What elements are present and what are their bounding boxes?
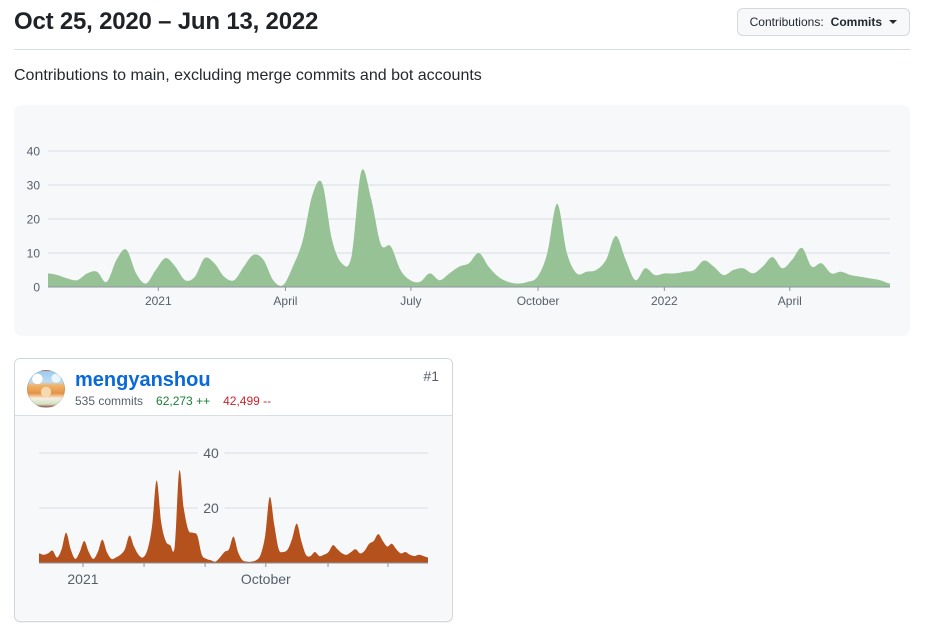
y-tick-label-40: 40	[27, 144, 41, 158]
main-area-series	[48, 169, 890, 287]
chart-description: Contributions to main, excluding merge c…	[14, 67, 482, 84]
contributor-area-series	[39, 470, 428, 563]
contributor-card: mengyanshou 535 commits 62,273 ++ 42,499…	[14, 358, 453, 622]
y-tick-label-20: 20	[27, 212, 41, 226]
contributor-identity: mengyanshou 535 commits 62,273 ++ 42,499…	[75, 369, 271, 409]
filter-prefix-label: Contributions:	[749, 15, 824, 29]
contributor-chart-area: 20 40 2021 October	[15, 416, 452, 620]
header-divider	[14, 49, 910, 50]
page-header: Oct 25, 2020 – Jun 13, 2022 Contribution…	[14, 0, 910, 36]
y-tick-label-0: 0	[33, 280, 40, 294]
y-tick-label-10: 10	[27, 246, 41, 260]
x-tick-label-october: October	[517, 294, 560, 308]
x-tick-label-2021: 2021	[145, 294, 172, 308]
x-tick-label-april: April	[273, 294, 297, 308]
x-tick-label-2021: 2021	[67, 571, 98, 587]
contributor-rank-badge: #1	[423, 368, 439, 384]
main-contributions-area-chart[interactable]: 0 10 20 30 40 2021 April July October 2022 April	[14, 105, 910, 336]
additions-count[interactable]: 62,273 ++	[156, 394, 211, 408]
x-tick-label-april: April	[778, 294, 802, 308]
contributor-area-chart: 20 40 2021 October	[39, 444, 428, 587]
x-tick-label-2022: 2022	[651, 294, 678, 308]
x-tick-label-october: October	[241, 571, 291, 587]
contributions-filter-button[interactable]: Contributions: Commits	[736, 8, 910, 36]
y-tick-label-40: 40	[203, 445, 219, 461]
y-tick-label-30: 30	[27, 178, 41, 192]
avatar	[27, 370, 65, 408]
contributor-card-header: mengyanshou 535 commits 62,273 ++ 42,499…	[15, 359, 452, 416]
contributor-stats: 535 commits 62,273 ++ 42,499 --	[75, 394, 272, 409]
y-tick-label-20: 20	[203, 500, 219, 516]
deletions-count[interactable]: 42,499 --	[223, 394, 272, 408]
commit-count[interactable]: 535 commits	[75, 394, 144, 408]
x-tick-label-july: July	[400, 294, 421, 308]
main-contributions-chart-panel: 0 10 20 30 40 2021 April July October 2022 April	[14, 105, 910, 336]
date-range-title: Oct 25, 2020 – Jun 13, 2022	[14, 8, 319, 35]
caret-down-icon	[889, 20, 897, 24]
y-label-mask	[197, 444, 225, 462]
filter-selected-value: Commits	[830, 15, 882, 29]
y-label-mask	[197, 499, 225, 517]
contributor-username-link[interactable]: mengyanshou	[75, 369, 211, 391]
